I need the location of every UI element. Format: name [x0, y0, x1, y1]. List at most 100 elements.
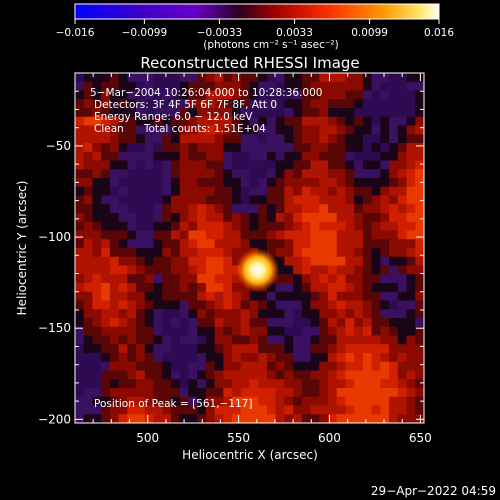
heatmap-cell: [406, 318, 416, 328]
heatmap-cell: [354, 81, 364, 92]
heatmap-cell: [240, 221, 251, 232]
heatmap-cell: [214, 125, 224, 135]
heatmap-cell: [205, 248, 216, 258]
heatmap-cell: [144, 151, 155, 162]
heatmap-cell: [101, 248, 111, 258]
heatmap-cell: [345, 186, 355, 197]
heatmap-cell: [240, 230, 251, 240]
heatmap-cell: [162, 309, 172, 319]
heatmap-cell: [170, 186, 181, 197]
heatmap-cell: [258, 379, 268, 389]
heatmap-cell: [223, 143, 233, 153]
heatmap-cell: [362, 326, 373, 337]
heatmap-cell: [214, 274, 224, 284]
heatmap-cell: [389, 221, 399, 232]
heatmap-cell: [75, 151, 85, 162]
heatmap-cell: [336, 318, 347, 328]
heatmap-cell: [345, 361, 355, 372]
heatmap-cell: [293, 125, 303, 135]
heatmap-cell: [214, 309, 224, 319]
heatmap-cell: [371, 248, 381, 258]
heatmap-cell: [179, 73, 190, 83]
heatmap-cell: [170, 248, 181, 258]
colorbar-tick-label: 0.0099: [351, 27, 388, 39]
heatmap-cell: [223, 204, 233, 214]
heatmap-cell: [144, 291, 155, 302]
heatmap-cell: [136, 125, 146, 135]
heatmap-cell: [293, 221, 303, 232]
info-time-range: 5−Mar−2004 10:26:04.000 to 10:28:36.000: [90, 87, 322, 99]
heatmap-cell: [109, 300, 120, 310]
heatmap-cell: [144, 195, 155, 205]
heatmap-cell: [232, 396, 242, 407]
heatmap-cell: [144, 81, 155, 92]
heatmap-cell: [109, 396, 120, 407]
heatmap-cell: [389, 283, 399, 293]
heatmap-cell: [92, 318, 102, 328]
heatmap-cell: [310, 134, 320, 144]
heatmap-cell: [170, 160, 181, 170]
heatmap-cell: [136, 73, 146, 83]
heatmap-cell: [293, 361, 303, 372]
heatmap-cell: [310, 99, 320, 109]
heatmap-cell: [328, 379, 338, 389]
heatmap-cell: [127, 239, 137, 249]
heatmap-cell: [284, 256, 294, 267]
heatmap-cell: [380, 213, 390, 223]
heatmap-cell: [284, 221, 294, 232]
heatmap-cell: [127, 353, 137, 363]
heatmap-cell: [188, 388, 198, 398]
heatmap-cell: [362, 256, 373, 267]
heatmap-cell: [406, 143, 416, 153]
heatmap-cell: [354, 90, 364, 100]
heatmap-cell: [214, 81, 224, 92]
heatmap-cell: [258, 99, 268, 109]
heatmap-cell: [205, 108, 216, 118]
heatmap-cell: [266, 309, 277, 319]
heatmap-cell: [144, 108, 155, 118]
heatmap-cell: [284, 326, 294, 337]
heatmap-cell: [197, 274, 207, 284]
heatmap-cell: [136, 81, 146, 92]
heatmap-cell: [127, 405, 137, 415]
heatmap-cell: [127, 326, 137, 337]
heatmap-cell: [380, 300, 390, 310]
heatmap-cell: [310, 335, 320, 345]
heatmap-cell: [415, 335, 424, 345]
heatmap-cell: [188, 396, 198, 407]
heatmap-cell: [162, 353, 172, 363]
heatmap-cell: [232, 169, 242, 179]
heatmap-cell: [118, 405, 128, 415]
heatmap-cell: [188, 73, 198, 83]
heatmap-cell: [371, 414, 381, 423]
heatmap-cell: [109, 221, 120, 232]
heatmap-cell: [118, 213, 128, 223]
heatmap-cell: [380, 151, 390, 162]
heatmap-cell: [362, 283, 373, 293]
heatmap-cell: [319, 274, 329, 284]
heatmap-cell: [118, 90, 128, 100]
heatmap-cell: [109, 370, 120, 380]
heatmap-cell: [301, 361, 312, 372]
heatmap-cell: [345, 239, 355, 249]
heatmap-cell: [397, 108, 408, 118]
heatmap-cell: [83, 239, 94, 249]
heatmap-cell: [249, 326, 259, 337]
heatmap-cell: [397, 195, 408, 205]
heatmap-cell: [162, 370, 172, 380]
heatmap-cell: [75, 283, 85, 293]
heatmap-cell: [301, 335, 312, 345]
heatmap-cell: [188, 99, 198, 109]
heatmap-cell: [397, 73, 408, 83]
heatmap-cell: [258, 353, 268, 363]
heatmap-cell: [214, 318, 224, 328]
heatmap-cell: [170, 90, 181, 100]
heatmap-cell: [406, 405, 416, 415]
heatmap-cell: [258, 239, 268, 249]
heatmap-cell: [371, 169, 381, 179]
heatmap-cell: [179, 309, 190, 319]
heatmap-cell: [144, 230, 155, 240]
heatmap-cell: [232, 186, 242, 197]
plot-frame: [74, 72, 425, 424]
heatmap-cell: [301, 204, 312, 214]
